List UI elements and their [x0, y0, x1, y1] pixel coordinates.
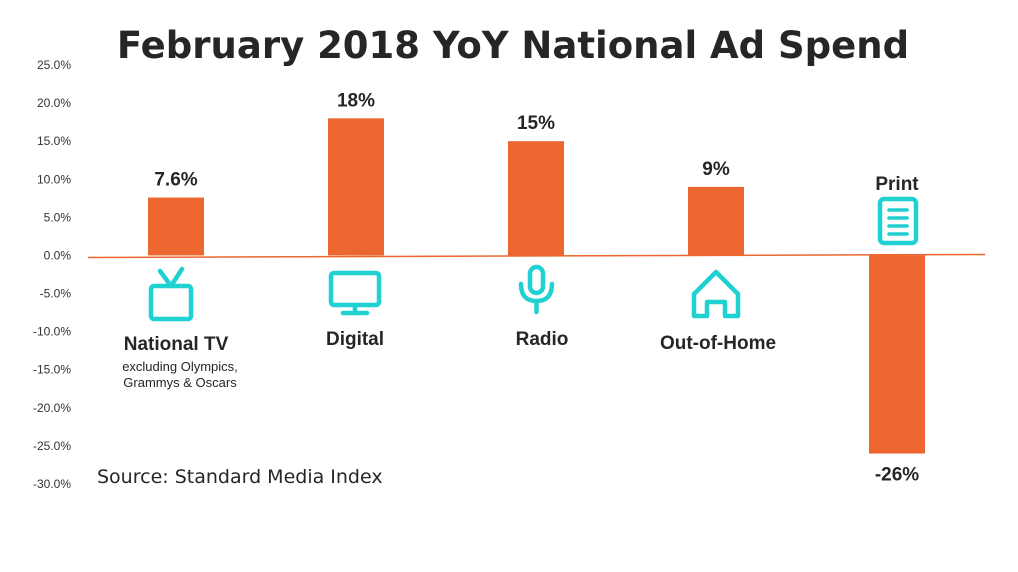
category-note: Grammys & Oscars — [123, 375, 237, 390]
value-label: 9% — [702, 159, 730, 180]
y-tick-label: 5.0% — [44, 210, 72, 224]
value-labels: 7.6% 18% 15% 9% -26% — [154, 90, 919, 485]
y-tick-label: 15.0% — [37, 134, 71, 148]
value-label: 18% — [337, 90, 375, 111]
monitor-icon — [328, 270, 382, 316]
category-label: Radio — [516, 329, 569, 350]
category-note: excluding Olympics, — [122, 359, 238, 374]
bar-print — [869, 255, 925, 454]
category-label: Digital — [326, 329, 384, 350]
category-label: National TV — [124, 334, 229, 355]
y-tick-label: 20.0% — [37, 96, 71, 110]
bar-out-of-home — [688, 186, 744, 256]
category-icons — [148, 196, 919, 322]
document-icon — [877, 196, 919, 246]
y-tick-label: -30.0% — [33, 477, 71, 491]
y-tick-label: 25.0% — [37, 58, 71, 72]
zero-line — [87, 253, 986, 259]
chart-title: February 2018 YoY National Ad Spend — [117, 24, 909, 67]
y-tick-label: -5.0% — [40, 287, 72, 301]
bar-radio — [508, 141, 564, 256]
category-label: Out-of-Home — [660, 333, 776, 354]
source-note: Source: Standard Media Index — [97, 466, 383, 488]
y-tick-label: -20.0% — [33, 401, 71, 415]
y-axis: 25.0% 20.0% 15.0% 10.0% 5.0% 0.0% -5.0% -10.0% -… — [33, 58, 71, 491]
category-label: Print — [875, 174, 919, 195]
bar-national-tv — [148, 197, 204, 256]
y-tick-label: 0.0% — [44, 248, 72, 262]
value-label: 7.6% — [154, 170, 197, 191]
value-label: -26% — [875, 465, 919, 486]
y-tick-label: -25.0% — [33, 439, 71, 453]
category-labels: National TV excluding Olympics,Grammys & … — [122, 174, 919, 390]
bars — [148, 118, 925, 454]
bar-digital — [328, 118, 384, 256]
house-icon — [691, 269, 741, 319]
y-tick-label: -10.0% — [33, 325, 71, 339]
value-label: 15% — [517, 113, 555, 134]
tv-icon — [148, 266, 194, 322]
y-tick-label: -15.0% — [33, 363, 71, 377]
microphone-icon — [518, 264, 555, 315]
y-tick-label: 10.0% — [37, 172, 71, 186]
